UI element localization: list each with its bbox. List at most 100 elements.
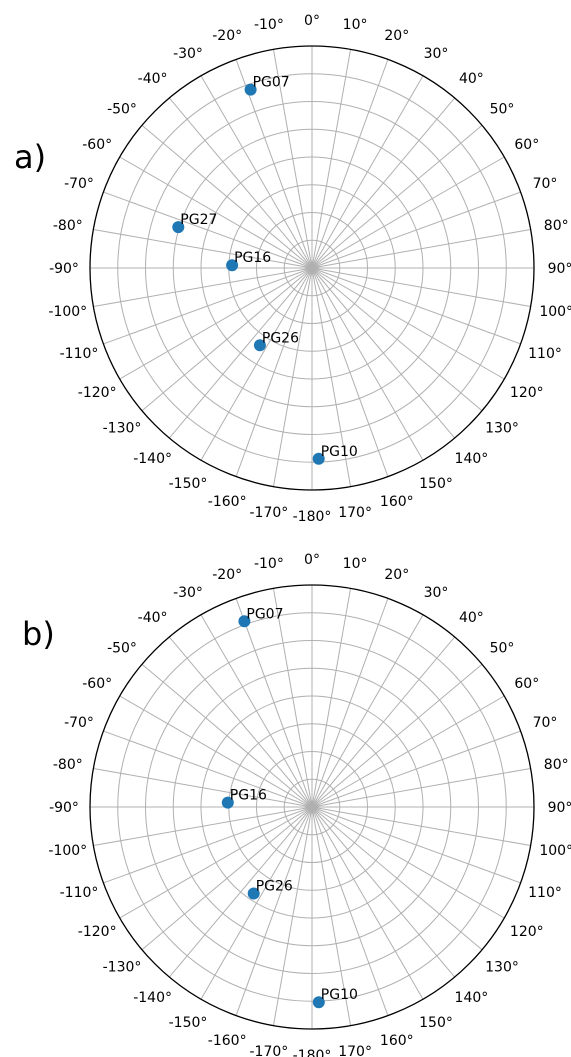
radial-ring xyxy=(283,239,341,297)
radial-ring xyxy=(117,73,507,463)
theta-tick-label: -20° xyxy=(212,28,242,44)
point-label: PG27 xyxy=(180,212,217,228)
theta-tick-label: 140° xyxy=(455,990,489,1006)
theta-tick-label: -80° xyxy=(53,757,83,773)
theta-tick-label: -140° xyxy=(133,990,172,1006)
theta-tick-label: -50° xyxy=(107,102,137,118)
data-point xyxy=(253,339,266,352)
theta-tick-label: 80° xyxy=(544,218,569,234)
theta-tick-label: 20° xyxy=(384,28,409,44)
data-point xyxy=(172,221,185,234)
theta-tick-label: 120° xyxy=(510,385,544,401)
theta-tick-label: 90° xyxy=(548,800,571,816)
point-label: PG07 xyxy=(246,606,283,622)
theta-tick-label: -150° xyxy=(169,1015,208,1031)
theta-tick-label: -90° xyxy=(49,800,79,816)
theta-tick-label: -60° xyxy=(82,137,112,153)
radial-ring xyxy=(283,778,341,836)
radial-ring xyxy=(256,212,368,324)
theta-tick-label: -30° xyxy=(173,46,203,62)
theta-tick-label: -120° xyxy=(78,924,117,940)
theta-tick-label: -10° xyxy=(254,556,284,572)
theta-tick-label: 110° xyxy=(528,885,562,901)
radial-ring xyxy=(256,751,368,863)
theta-tick-label: 150° xyxy=(419,476,453,492)
radial-ring xyxy=(117,612,507,1002)
theta-tick-label: -130° xyxy=(103,959,142,975)
theta-tick-label: 130° xyxy=(485,959,519,975)
theta-tick-label: 100° xyxy=(539,304,571,320)
point-label: PG07 xyxy=(253,75,290,91)
point-label: PG26 xyxy=(256,879,293,895)
theta-tick-label: -170° xyxy=(250,505,289,521)
theta-tick-label: 150° xyxy=(419,1015,453,1031)
point-label: PG16 xyxy=(230,788,267,804)
theta-tick-label: 20° xyxy=(384,567,409,583)
data-point xyxy=(247,887,260,900)
theta-tick-label: 140° xyxy=(455,451,489,467)
theta-tick-label: 30° xyxy=(424,46,449,62)
data-point xyxy=(312,452,325,465)
theta-tick-label: 120° xyxy=(510,924,544,940)
theta-tick-label: 60° xyxy=(514,676,539,692)
theta-tick-label: -80° xyxy=(53,218,83,234)
point-label: PG10 xyxy=(321,444,358,460)
theta-tick-label: -50° xyxy=(107,641,137,657)
theta-tick-label: 40° xyxy=(459,610,484,626)
theta-tick-label: -70° xyxy=(64,715,94,731)
radial-ring xyxy=(145,101,479,435)
theta-tick-label: 160° xyxy=(380,1033,414,1049)
point-label: PG16 xyxy=(234,250,271,266)
polar-frame xyxy=(89,584,535,1030)
panel-label: a) xyxy=(14,138,46,176)
theta-tick-label: -120° xyxy=(78,385,117,401)
theta-tick-label: 0° xyxy=(304,552,320,568)
theta-tick-label: 70° xyxy=(533,715,558,731)
theta-tick-label: -70° xyxy=(64,176,94,192)
data-point xyxy=(244,83,257,96)
radial-ring xyxy=(200,695,424,919)
theta-tick-label: -160° xyxy=(208,1033,247,1049)
theta-tick-label: -60° xyxy=(82,676,112,692)
polar-frame xyxy=(89,45,535,491)
theta-tick-label: -170° xyxy=(250,1044,289,1057)
theta-tick-label: -110° xyxy=(60,346,99,362)
theta-tick-label: 10° xyxy=(343,556,368,572)
theta-tick-label: -20° xyxy=(212,567,242,583)
radial-ring xyxy=(172,667,452,947)
theta-tick-label: -130° xyxy=(103,420,142,436)
theta-tick-label: -180° xyxy=(293,509,332,525)
theta-tick-label: 90° xyxy=(548,261,571,277)
theta-tick-label: -150° xyxy=(169,476,208,492)
polar-chart-b: b) 0° 10° 20° 30° 40° 50° 60° 70° 80° 90° 100° 110° 1… xyxy=(22,552,571,1057)
theta-tick-label: 80° xyxy=(544,757,569,773)
theta-tick-label: -110° xyxy=(60,885,99,901)
radial-ring xyxy=(200,156,424,380)
theta-tick-label: 50° xyxy=(490,641,515,657)
theta-tick-label: -160° xyxy=(208,494,247,510)
data-point xyxy=(221,796,234,809)
theta-tick-label: -30° xyxy=(173,585,203,601)
theta-tick-label: -100° xyxy=(48,843,87,859)
data-point xyxy=(226,259,239,272)
panel-label: b) xyxy=(22,615,55,653)
theta-tick-label: -100° xyxy=(48,304,87,320)
theta-tick-label: 10° xyxy=(343,17,368,33)
theta-tick-label: 130° xyxy=(485,420,519,436)
theta-tick-label: 60° xyxy=(514,137,539,153)
point-label: PG26 xyxy=(262,330,299,346)
theta-tick-label: -40° xyxy=(138,71,168,87)
theta-tick-label: 110° xyxy=(528,346,562,362)
theta-tick-label: -180° xyxy=(293,1048,332,1057)
polar-chart-a: a) 0° 10° 20° 30° 40° 50° 60° 70° 80° 90° 100° 110° 1… xyxy=(14,13,571,525)
data-point xyxy=(312,996,325,1009)
radial-ring xyxy=(172,128,452,408)
theta-tick-label: -10° xyxy=(254,17,284,33)
theta-tick-label: 0° xyxy=(304,13,320,29)
theta-tick-label: 160° xyxy=(380,494,414,510)
radial-ring xyxy=(145,640,479,974)
data-point xyxy=(238,615,251,628)
theta-tick-label: 50° xyxy=(490,102,515,118)
theta-tick-label: 170° xyxy=(338,1044,372,1057)
